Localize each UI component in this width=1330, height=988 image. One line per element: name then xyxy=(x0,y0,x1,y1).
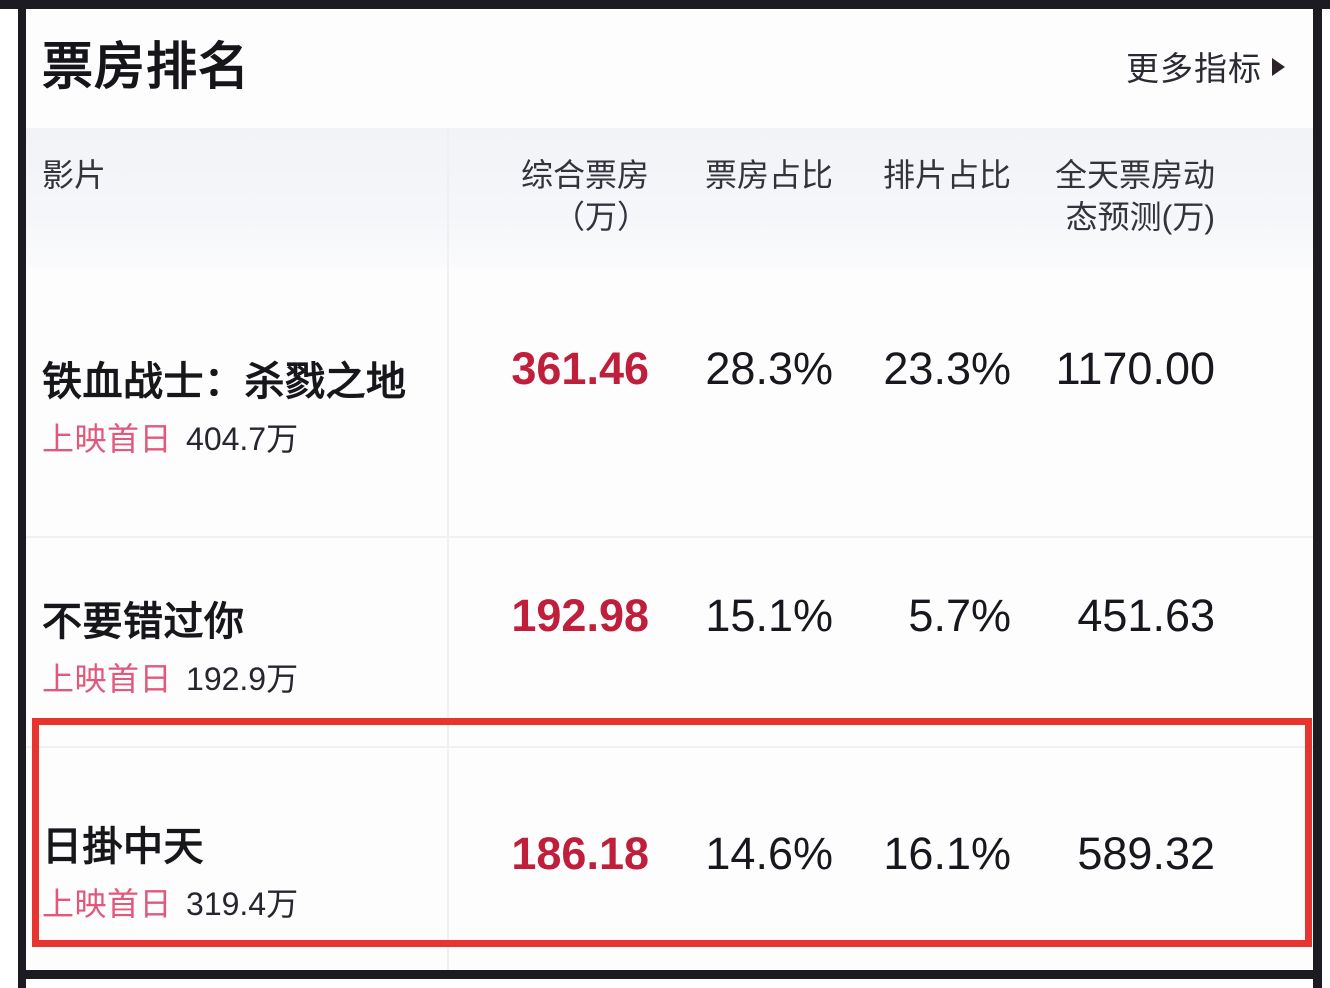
column-header-forecast-unit: 态预测(万) xyxy=(1065,199,1215,236)
cell-box-share: 15.1% xyxy=(705,590,833,641)
cell-forecast: 589.32 xyxy=(1077,828,1215,879)
column-header-box-share[interactable]: 票房占比 xyxy=(704,157,833,193)
column-header-gross-label: 综合票房 xyxy=(520,157,649,193)
card-header: 票房排名 更多指标 xyxy=(26,9,1313,128)
row-separator xyxy=(26,746,1313,748)
film-cell[interactable]: 铁血战士：杀戮之地 上映首日 404.7万 xyxy=(26,268,447,538)
cell-gross: 361.46 xyxy=(511,343,649,394)
column-header-forecast[interactable]: 全天票房动 态预测(万) xyxy=(1019,154,1229,238)
row-separator xyxy=(26,536,1313,538)
release-day-value: 404.7万 xyxy=(186,420,299,457)
cell-gross: 192.98 xyxy=(511,590,649,641)
column-header-seat-share[interactable]: 排片占比 xyxy=(882,157,1011,193)
column-header-gross-unit: （万） xyxy=(552,199,649,236)
film-cell[interactable]: 日掛中天 上映首日 319.4万 xyxy=(26,748,447,970)
column-header-gross[interactable]: 综合票房 （万） xyxy=(447,154,663,238)
cell-seat-share: 5.7% xyxy=(908,590,1011,641)
release-day-value: 192.9万 xyxy=(186,660,299,697)
more-metrics-button[interactable]: 更多指标 xyxy=(1126,42,1285,96)
cell-seat-share: 16.1% xyxy=(883,828,1011,879)
film-title: 不要错过你 xyxy=(42,600,245,645)
frame-edge-left xyxy=(18,0,26,988)
table-row[interactable]: 不要错过你 上映首日 192.9万 192.98 15.1% 5.7% 451.6… xyxy=(26,538,1313,748)
film-title: 铁血战士：杀戮之地 xyxy=(42,360,407,405)
frame-edge-top xyxy=(0,0,1330,9)
film-subtitle: 上映首日 404.7万 xyxy=(42,423,447,455)
release-day-badge: 上映首日 xyxy=(42,660,173,697)
release-day-badge: 上映首日 xyxy=(42,885,173,922)
more-metrics-label: 更多指标 xyxy=(1126,49,1262,87)
caret-right-icon xyxy=(1272,57,1285,76)
table-header-row: 影片 综合票房 （万） 票房占比 排片占比 全天票房动 态预测(万) xyxy=(26,128,1313,268)
cell-seat-share: 23.3% xyxy=(883,343,1011,394)
frame-edge-bottom xyxy=(18,970,1322,979)
release-day-value: 319.4万 xyxy=(186,885,299,922)
cell-forecast: 451.63 xyxy=(1077,590,1215,641)
cell-box-share: 14.6% xyxy=(705,828,833,879)
release-day-badge: 上映首日 xyxy=(42,420,173,457)
film-subtitle: 上映首日 192.9万 xyxy=(42,663,447,695)
film-cell[interactable]: 不要错过你 上映首日 192.9万 xyxy=(26,538,447,748)
film-subtitle: 上映首日 319.4万 xyxy=(42,888,447,920)
film-title: 日掛中天 xyxy=(42,825,204,870)
ranking-table: 影片 综合票房 （万） 票房占比 排片占比 全天票房动 态预测(万) 铁血战士：… xyxy=(26,128,1313,970)
page-title: 票房排名 xyxy=(42,38,251,95)
cell-box-share: 28.3% xyxy=(705,343,833,394)
table-row[interactable]: 铁血战士：杀戮之地 上映首日 404.7万 361.46 28.3% 23.3% … xyxy=(26,268,1313,538)
column-header-film[interactable]: 影片 xyxy=(42,157,107,193)
cell-gross: 186.18 xyxy=(511,828,649,879)
cell-forecast: 1170.00 xyxy=(1055,343,1215,394)
column-header-forecast-label: 全天票房动 xyxy=(1054,157,1215,193)
box-office-ranking-card: 票房排名 更多指标 影片 综合票房 （万） 票房占比 排片占比 全天票房动 态预… xyxy=(26,9,1313,970)
table-row[interactable]: 日掛中天 上映首日 319.4万 186.18 14.6% 16.1% 589.3… xyxy=(26,748,1313,970)
frame-edge-right xyxy=(1313,0,1322,988)
table-body: 铁血战士：杀戮之地 上映首日 404.7万 361.46 28.3% 23.3% … xyxy=(26,268,1313,970)
